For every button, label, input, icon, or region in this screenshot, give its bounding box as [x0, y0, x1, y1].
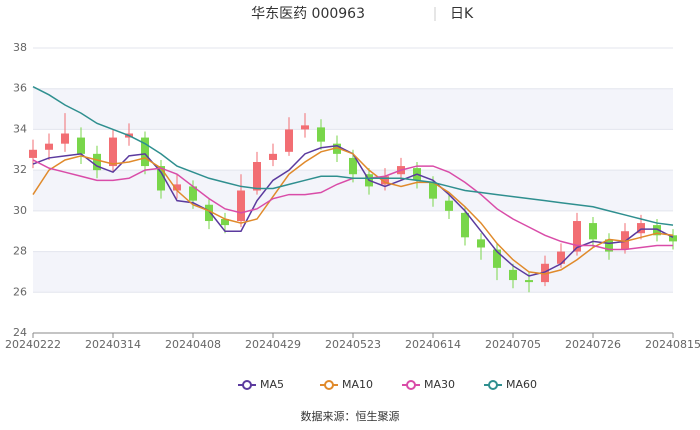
candle-body — [269, 153, 277, 160]
candle-body — [77, 137, 85, 154]
candle-body — [589, 223, 597, 240]
candle-body — [509, 269, 517, 281]
candle-body — [461, 212, 469, 238]
candle-body — [621, 231, 629, 250]
candle-body — [61, 133, 69, 144]
candle-body — [541, 263, 549, 283]
x-tick-label: 20240705 — [485, 338, 541, 351]
candle-body — [221, 219, 229, 226]
candle-body — [429, 182, 437, 199]
candle-body — [109, 137, 117, 167]
candle-body — [45, 143, 53, 150]
candle-body — [301, 125, 309, 130]
candle-body — [525, 280, 533, 283]
candle-body — [189, 186, 197, 201]
candle-body — [173, 184, 181, 191]
candle-body — [573, 221, 581, 252]
y-tick-label: 28 — [13, 245, 27, 258]
x-tick-label: 20240429 — [245, 338, 301, 351]
x-tick-label: 20240408 — [165, 338, 221, 351]
y-tick-label: 38 — [13, 41, 27, 54]
candle-body — [637, 223, 645, 234]
candle-body — [445, 200, 453, 211]
candle-body — [285, 129, 293, 152]
y-tick-label: 32 — [13, 163, 27, 176]
band — [33, 88, 673, 130]
candle-body — [477, 239, 485, 248]
x-tick-label: 20240523 — [325, 338, 381, 351]
legend-label: MA5 — [260, 378, 284, 391]
candle-body — [653, 225, 661, 236]
source: 数据来源：恒生聚源 — [301, 409, 400, 423]
y-tick-label: 26 — [13, 285, 27, 298]
x-tick-label: 20240614 — [405, 338, 461, 351]
candle-body — [669, 235, 677, 242]
ma-line — [32, 86, 674, 226]
legend-label: MA30 — [424, 378, 455, 391]
candle-body — [605, 239, 613, 252]
y-tick-label: 24 — [13, 326, 27, 339]
legend-label: MA60 — [506, 378, 537, 391]
legend-label: MA10 — [342, 378, 373, 391]
x-tick-label: 20240222 — [5, 338, 61, 351]
band — [33, 251, 673, 293]
period: 日K — [450, 6, 474, 22]
candle-body — [493, 249, 501, 268]
candle-body — [93, 153, 101, 171]
y-tick-label: 36 — [13, 82, 27, 95]
candle-body — [205, 204, 213, 222]
y-tick-label: 34 — [13, 122, 27, 135]
x-tick-label: 20240314 — [85, 338, 141, 351]
candle-body — [333, 143, 341, 154]
legend-icon — [488, 380, 498, 390]
candle-body — [29, 149, 37, 158]
candle-body — [141, 137, 149, 167]
candle-body — [237, 190, 245, 222]
legend-icon — [406, 380, 416, 390]
candle-body — [157, 166, 165, 191]
y-tick-label: 30 — [13, 204, 27, 217]
x-tick-label: 20240815 — [645, 338, 700, 351]
legend-icon — [324, 380, 334, 390]
candle-body — [349, 157, 357, 175]
candle-body — [381, 176, 389, 185]
candle-body — [317, 127, 325, 142]
chart-title: 华东医药 000963 — [251, 6, 365, 22]
x-tick-label: 20240726 — [565, 338, 621, 351]
candle-body — [557, 251, 565, 264]
ma-line — [32, 146, 674, 275]
candle-body — [253, 162, 261, 191]
legend-icon — [242, 380, 252, 390]
